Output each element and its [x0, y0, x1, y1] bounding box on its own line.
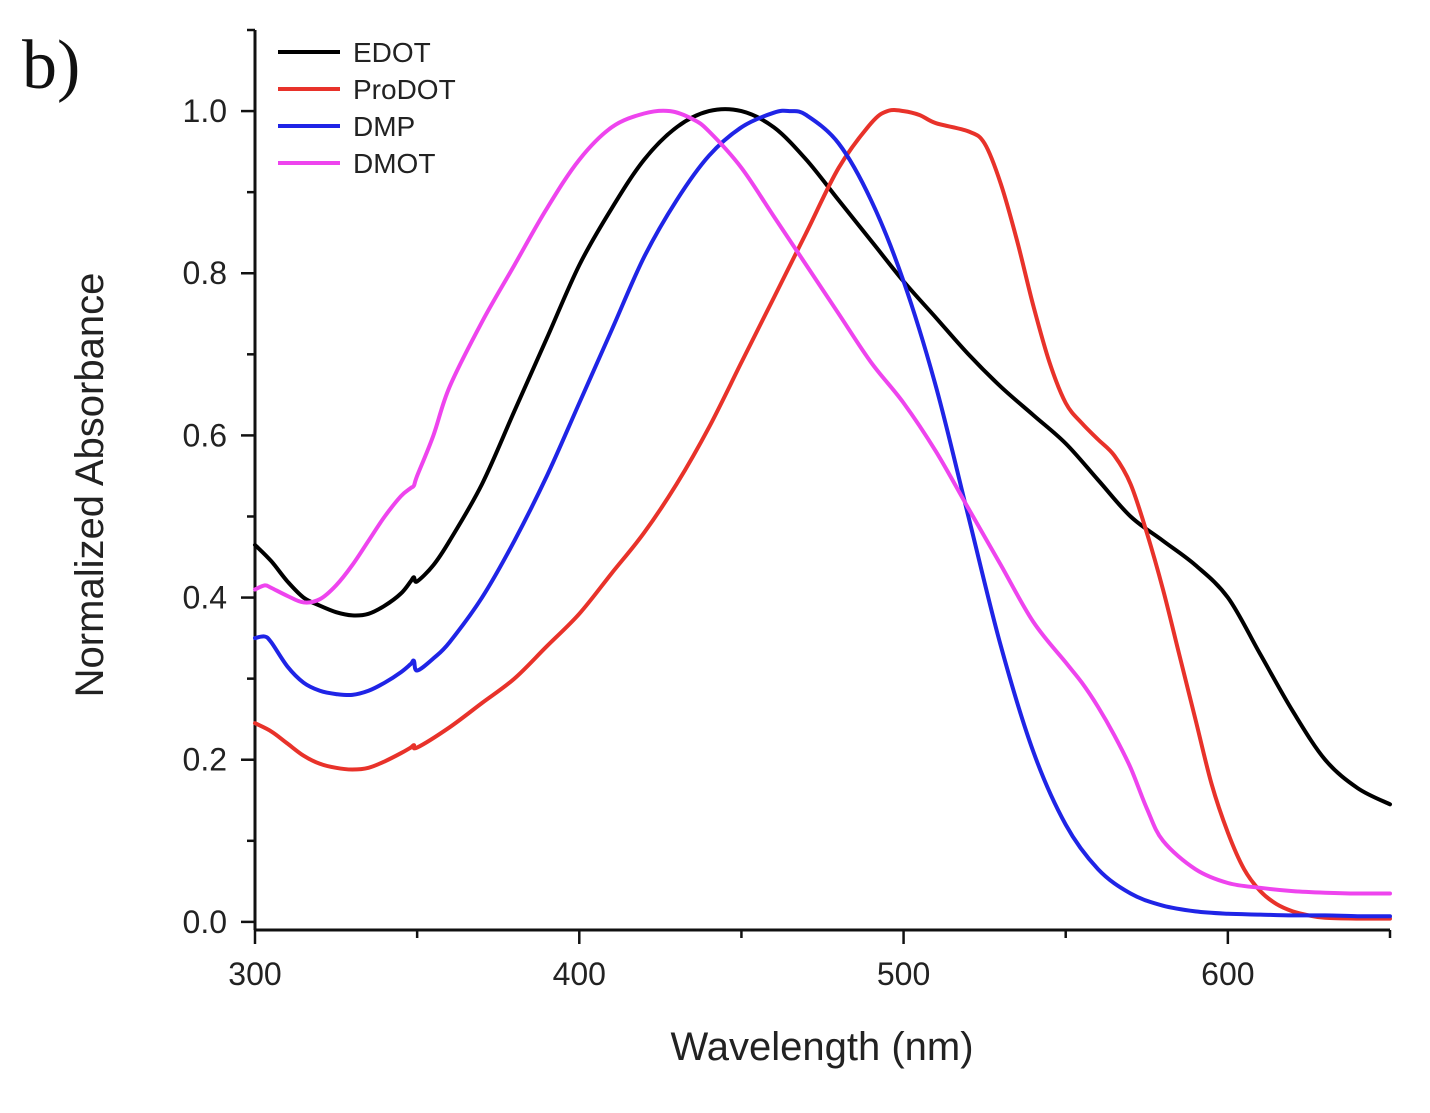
- y-tick-label: 0.6: [183, 417, 227, 453]
- x-tick-label: 500: [877, 956, 930, 992]
- y-axis-label: Normalized Absorbance: [68, 273, 112, 698]
- x-axis-label: Wavelength (nm): [670, 1025, 973, 1069]
- legend-label-edot: EDOT: [353, 37, 431, 68]
- axes: 300 400 500 600 0.0 0.2 0.4 0.6 0.8 1.0: [183, 28, 1392, 992]
- y-tick-label: 0.0: [183, 904, 227, 940]
- legend-label-dmp: DMP: [353, 111, 415, 142]
- y-tick-label: 0.4: [183, 580, 227, 616]
- legend-label-dmot: DMOT: [353, 148, 435, 179]
- y-tick-label: 0.2: [183, 742, 227, 778]
- panel-label: b): [22, 27, 80, 104]
- series-line-edot: [253, 107, 1392, 807]
- y-tick-label: 1.0: [183, 93, 227, 129]
- x-tick-label: 300: [228, 956, 281, 992]
- x-tick-label: 600: [1201, 956, 1254, 992]
- legend-label-prodot: ProDOT: [353, 74, 456, 105]
- series-line-dmp: [253, 108, 1392, 919]
- series-line-prodot: [253, 108, 1392, 921]
- y-tick-label: 0.8: [183, 255, 227, 291]
- legend: EDOT ProDOT DMP DMOT: [278, 37, 456, 179]
- series-line-dmot: [253, 108, 1392, 896]
- x-tick-label: 400: [553, 956, 606, 992]
- series-lines: [253, 107, 1392, 921]
